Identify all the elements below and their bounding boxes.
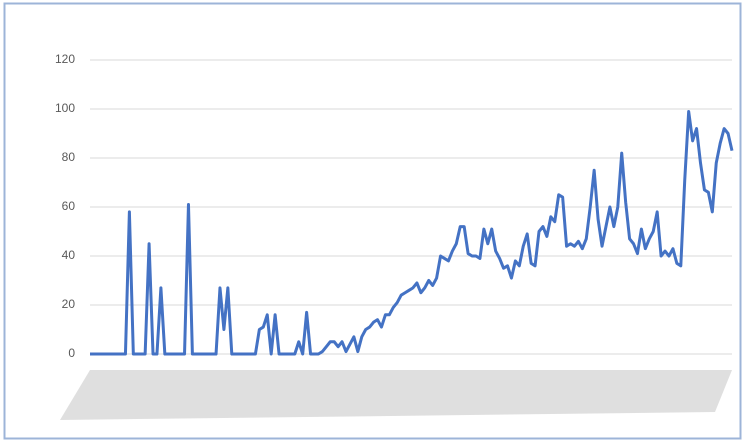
- x-label-blur: [60, 370, 732, 420]
- chart-frame: [3, 2, 742, 440]
- y-tick-label: 60: [62, 199, 76, 213]
- y-tick-label: 0: [68, 346, 75, 360]
- y-tick-label: 20: [62, 297, 76, 311]
- y-tick-label: 40: [62, 248, 76, 262]
- y-tick-label: 80: [62, 150, 76, 164]
- y-tick-label: 120: [55, 52, 75, 66]
- line-series: [90, 109, 734, 356]
- x-label-band: [60, 370, 732, 420]
- y-tick-label: 100: [55, 101, 75, 115]
